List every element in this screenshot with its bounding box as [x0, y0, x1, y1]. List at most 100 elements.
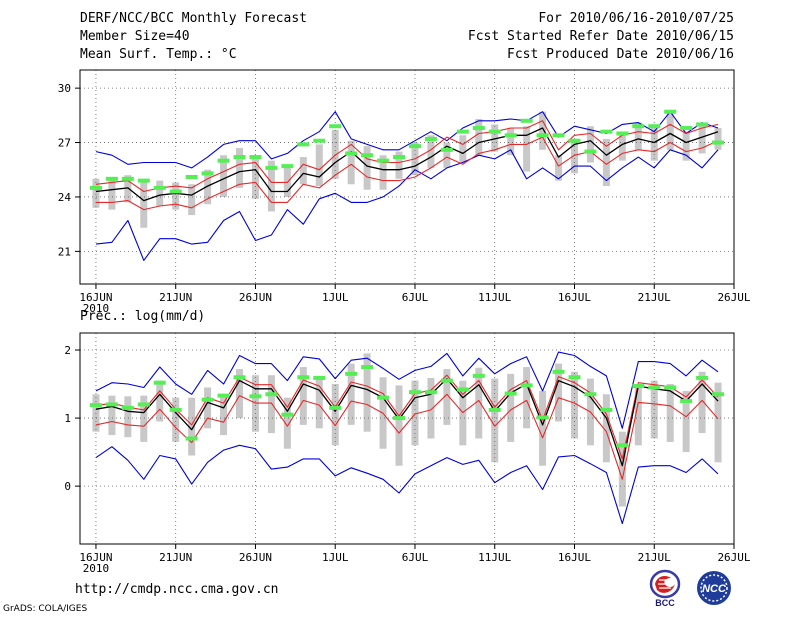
precip-xtick-label: 21JUL	[638, 551, 671, 564]
precip-spread-box	[124, 396, 132, 438]
precip-observed-marker	[616, 443, 629, 448]
temp-mean-line	[95, 127, 719, 202]
precip-frame	[79, 332, 735, 545]
temp-observed-marker	[424, 136, 437, 141]
temp-ytick-label: 27	[58, 137, 71, 150]
temp-observed-marker	[648, 124, 661, 129]
precip-xtick-label: 26JUL	[717, 551, 750, 564]
precip-upper-line	[95, 374, 719, 460]
temp-spread-box	[602, 138, 610, 187]
precip-spread-box	[411, 380, 419, 446]
precip-observed-marker	[648, 385, 661, 390]
temp-spread-box	[267, 160, 275, 212]
precip-observed-marker	[185, 436, 198, 441]
temp-observed-marker	[520, 118, 533, 123]
temp-spread-box	[395, 151, 403, 179]
precip-spread-box	[443, 369, 451, 425]
temp-observed-marker	[600, 129, 613, 134]
bcc-logo-text: BCC	[655, 598, 675, 608]
precip-observed-marker	[584, 392, 597, 397]
precip-observed-marker	[632, 384, 645, 389]
precip-lower-line	[95, 393, 719, 480]
precip-observed-marker	[249, 394, 262, 399]
precip-min-line	[95, 444, 719, 525]
precip-spread-box	[395, 385, 403, 466]
precip-observed-marker	[600, 407, 613, 412]
precip-observed-marker	[89, 403, 102, 408]
temp-observed-marker	[249, 155, 262, 160]
temp-spread-box	[634, 122, 642, 150]
temp-observed-marker	[361, 153, 374, 158]
temp-observed-marker	[313, 138, 326, 143]
temp-observed-marker	[440, 147, 453, 152]
precip-observed-marker	[680, 399, 693, 404]
precip-observed-marker	[313, 375, 326, 380]
precip-observed-marker	[520, 383, 533, 388]
precip-spread-box	[714, 382, 722, 463]
precip-observed-marker	[456, 387, 469, 392]
temp-observed-marker	[456, 129, 469, 134]
temp-spread-box	[220, 155, 228, 197]
temp-spread-box	[156, 180, 164, 207]
temp-spread-box	[427, 135, 435, 168]
forecast-produced-date: Fcst Produced Date 2010/06/16	[507, 47, 734, 62]
temp-spread-box	[443, 142, 451, 168]
precip-max-line	[95, 351, 719, 429]
precip-xtick-label: 1JUL	[322, 551, 349, 564]
temp-observed-marker	[616, 131, 629, 136]
temp-spread-box	[507, 128, 515, 156]
precip-xtick-label: 11JUL	[478, 551, 511, 564]
forecast-start-date: Fcst Started Refer Date 2010/06/15	[467, 29, 734, 44]
temp-observed-marker	[472, 126, 485, 131]
temp-observed-marker	[632, 124, 645, 129]
precip-spread-box	[491, 378, 499, 463]
precip-observed-marker	[137, 402, 150, 407]
precip-observed-marker	[664, 385, 677, 390]
precip-xtick-label: 26JUN	[239, 551, 272, 564]
precip-spread-box	[299, 367, 307, 425]
precip-spread-box	[698, 371, 706, 434]
temp-observed-marker	[680, 126, 693, 131]
temp-observed-marker	[153, 185, 166, 190]
precip-spread-box	[634, 384, 642, 446]
precip-panel-title: Prec.: log(mm/d)	[80, 309, 206, 324]
temp-spread-box	[347, 140, 355, 185]
temp-spread-box	[315, 144, 323, 187]
precip-observed-marker	[297, 375, 310, 380]
temp-spread-box	[555, 155, 563, 181]
temp-spread-box	[666, 113, 674, 150]
precip-observed-marker	[345, 371, 358, 376]
precip-spread-box	[236, 369, 244, 419]
precip-observed-marker	[424, 390, 437, 395]
precip-observed-marker	[281, 412, 294, 417]
temp-ytick-label: 21	[58, 245, 71, 258]
precip-observed-marker	[488, 407, 501, 412]
precip-ytick-label: 0	[64, 480, 71, 493]
source-url[interactable]: http://cmdp.ncc.cma.gov.cn	[75, 582, 279, 597]
temp-observed-marker	[552, 133, 565, 138]
temp-spread-box	[188, 184, 196, 216]
precip-observed-marker	[712, 392, 725, 397]
temp-ytick-label: 24	[58, 191, 72, 204]
precip-spread-box	[602, 394, 610, 463]
precip-spread-box	[539, 390, 547, 466]
temp-observed-marker	[201, 171, 214, 176]
temp-ytick-label: 30	[58, 82, 71, 95]
temp-xtick-label: 21JUN	[159, 291, 192, 304]
precip-spread-box	[666, 384, 674, 442]
variable-label: Mean Surf. Temp.: °C	[80, 47, 237, 62]
precip-observed-marker	[440, 378, 453, 383]
precip-spread-box	[204, 387, 212, 429]
member-size: Member Size=40	[80, 29, 190, 44]
temp-observed-marker	[696, 122, 709, 127]
temp-observed-marker	[377, 158, 390, 163]
precip-spread-box	[220, 394, 228, 436]
precip-spread-box	[682, 390, 690, 453]
temp-observed-marker	[488, 129, 501, 134]
precip-observed-marker	[121, 405, 134, 410]
precip-mean-line	[95, 377, 719, 467]
precip-xtick-label: 6JUL	[402, 551, 429, 564]
precip-observed-marker	[377, 395, 390, 400]
temp-spread-box	[459, 135, 467, 163]
